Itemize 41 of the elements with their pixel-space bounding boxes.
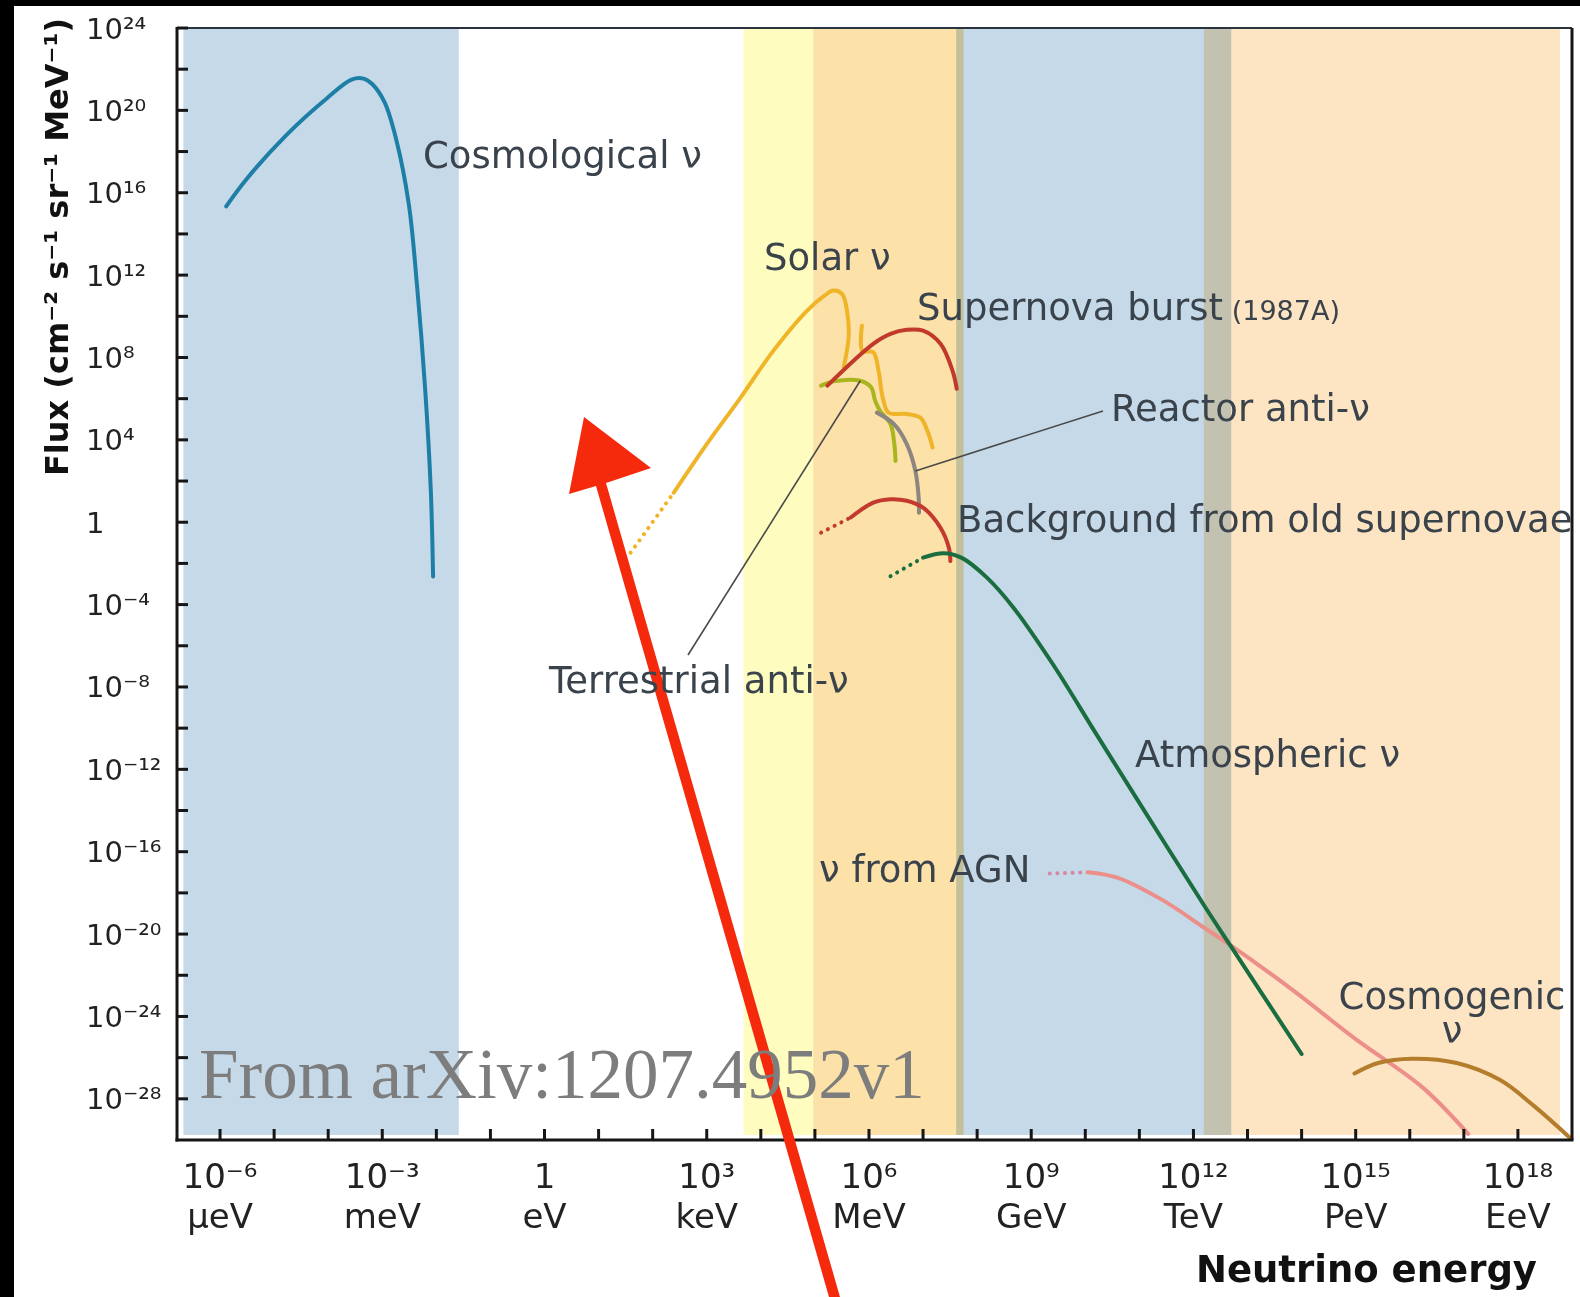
series-label: Cosmogenic ν	[1338, 975, 1566, 1052]
x-tick-label: 10⁻³	[344, 1156, 420, 1196]
y-tick-label: 10²⁴	[86, 11, 147, 46]
x-axis-title: Neutrino energy	[1195, 1248, 1537, 1291]
x-tick-label: 10³	[678, 1156, 736, 1196]
y-tick-label: 10⁻¹⁶	[86, 835, 162, 870]
series-label: Supernova burst (1987A)	[917, 286, 1340, 329]
x-tick-label: 10¹⁸	[1482, 1156, 1554, 1196]
text: eV	[522, 1196, 567, 1236]
y-tick-label: 10¹²	[86, 258, 147, 293]
x-tick-label: 1	[533, 1156, 556, 1196]
text: EeV	[1485, 1196, 1551, 1236]
series-label: Cosmological ν	[423, 134, 702, 177]
series-label: Atmospheric ν	[1135, 733, 1401, 776]
y-axis-title: Flux (cm⁻² s⁻¹ sr⁻¹ MeV⁻¹)	[38, 17, 76, 477]
y-tick-label: 10²⁰	[86, 93, 147, 128]
y-tick-label: 10⁻⁸	[86, 670, 150, 705]
text: μeV	[187, 1196, 253, 1236]
text: MeV	[832, 1196, 906, 1236]
y-tick-label: 10⁻²⁴	[86, 999, 162, 1034]
x-tick-label: 10⁻⁶	[182, 1156, 258, 1196]
y-tick-label: 10⁻²⁰	[86, 917, 162, 952]
text: Reactor anti-ν	[1111, 387, 1370, 430]
text: keV	[675, 1196, 739, 1236]
series-label: Solar ν	[764, 236, 891, 279]
text: GeV	[995, 1196, 1067, 1236]
text: TeV	[1162, 1196, 1224, 1236]
series-label: ν from AGN	[819, 848, 1031, 891]
y-tick-label: 10¹⁶	[86, 176, 147, 211]
y-tick-label: 10⁸	[86, 340, 135, 375]
y-tick-label: 10⁻¹²	[86, 752, 162, 787]
text: PeV	[1323, 1196, 1388, 1236]
y-tick-label: 1	[86, 505, 105, 540]
x-tick-label: 10¹⁵	[1320, 1156, 1391, 1196]
text: meV	[343, 1196, 421, 1236]
x-tick-label: 10⁶	[840, 1156, 898, 1196]
y-tick-label: 10⁴	[86, 423, 135, 458]
x-tick-label: 10¹²	[1158, 1156, 1229, 1196]
x-tick-label: 10⁹	[1002, 1156, 1060, 1196]
y-tick-label: 10⁻⁴	[86, 588, 150, 623]
y-tick-label: 10⁻²⁸	[86, 1082, 162, 1117]
